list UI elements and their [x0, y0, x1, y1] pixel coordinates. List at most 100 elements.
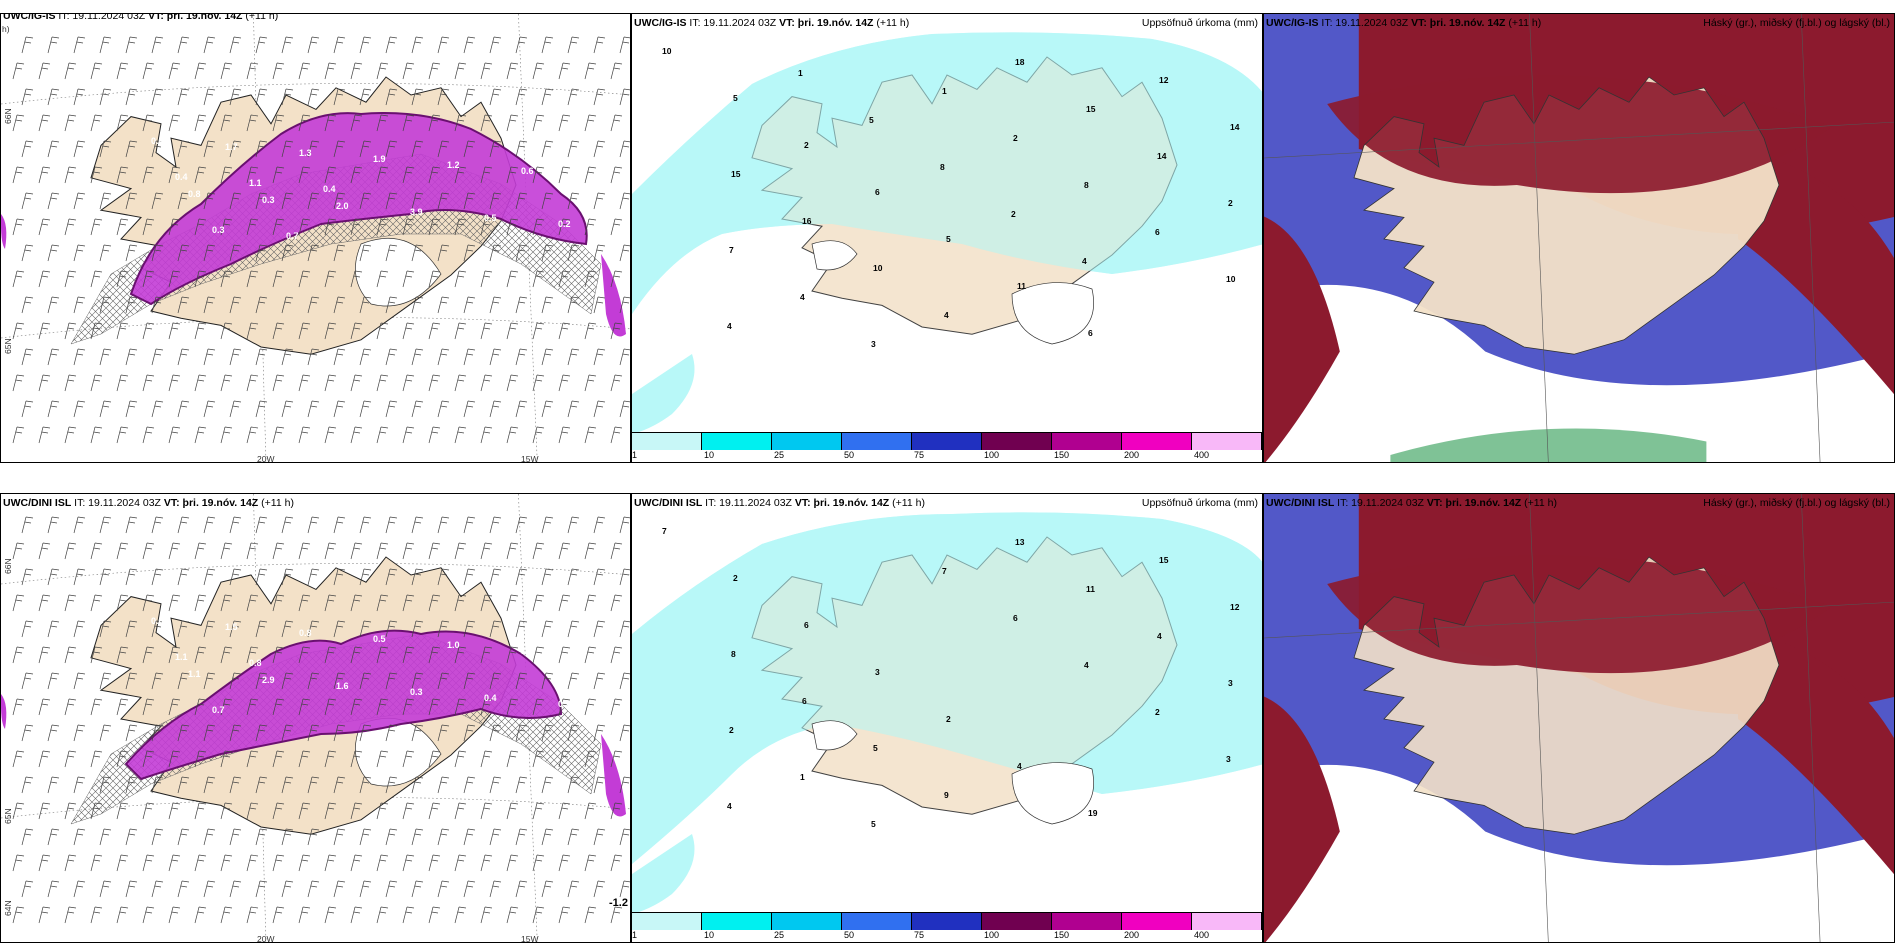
precip-value: 6	[804, 620, 809, 630]
colorbar-cell	[912, 913, 982, 930]
precip-value: 14	[1157, 151, 1167, 161]
wind-map: 0.61.11.52.90.81.60.50.31.00.41.30.21.10…	[1, 494, 630, 942]
colorbar-label: 75	[913, 450, 924, 460]
colorbar-label: 10	[703, 930, 714, 940]
precip-map: 1052651161214151610418151427431286104158…	[632, 32, 1262, 434]
precip-value: 16	[802, 216, 812, 226]
precip-value: 2	[804, 140, 809, 150]
value-label: 0.7	[286, 231, 299, 241]
precip-value: 2	[1013, 133, 1018, 143]
colorbar-label: 75	[913, 930, 924, 940]
panel-header: UWC/IG-IS IT: 19.11.2024 03Z VT: þri. 19…	[1264, 14, 1894, 32]
colorbar-cell	[982, 433, 1052, 450]
value-label: 2.0	[336, 201, 349, 211]
precip-value: 5	[873, 743, 878, 753]
precip-value: 6	[1088, 328, 1093, 338]
valid-time: VT: þri. 19.nóv. 14Z	[779, 17, 874, 29]
value-label: 0.8	[299, 628, 312, 638]
precip-value: 3	[871, 339, 876, 349]
lead-time: (+11 h)	[1524, 497, 1557, 509]
precip-value: 8	[731, 649, 736, 659]
colorbar-cell	[702, 433, 772, 450]
colorbar-label: 200	[1124, 450, 1140, 460]
precip-value: 2	[1011, 209, 1016, 219]
colorbar-cell	[1052, 913, 1122, 930]
precip-value: 4	[727, 801, 732, 811]
value-label: 0.4	[323, 184, 336, 194]
lead-time: (+11 h)	[261, 497, 294, 509]
precip-value: 4	[800, 292, 805, 302]
precip-value: 8	[940, 162, 945, 172]
value-label: 0.7	[212, 705, 225, 715]
precip-value: 2	[733, 573, 738, 583]
panel-header: UWC/DINI ISL IT: 19.11.2024 03Z VT: þri.…	[632, 494, 1262, 512]
precip-value: 5	[733, 93, 738, 103]
lat-label-65n: 65N	[3, 808, 13, 824]
value-label: 0.3	[212, 225, 225, 235]
precip-value: 18	[1015, 57, 1025, 67]
precip-value: 6	[1155, 227, 1160, 237]
colorbar-label: 200	[1124, 930, 1140, 940]
colorbar-label: 150	[1053, 930, 1070, 940]
lon-label-20w: 20W	[257, 454, 275, 463]
value-label: 0.4	[484, 693, 497, 703]
precip-value: 4	[944, 310, 949, 320]
colorbar-cell	[842, 433, 912, 450]
precip-value: 12	[1159, 75, 1169, 85]
value-label: 0.3	[410, 687, 423, 697]
valid-time: VT: þri. 19.nóv. 14Z	[794, 497, 890, 509]
precip-value: 4	[1082, 256, 1087, 266]
model-name: UWC/DINI ISL	[634, 497, 703, 509]
precip-value: 5	[946, 234, 951, 244]
colorbar-label: 50	[843, 930, 854, 940]
value-label: 0.5	[484, 213, 497, 223]
value-label: 2.9	[262, 675, 275, 685]
panel-header: UWC/DINI ISL IT: 19.11.2024 03Z VT: þri.…	[1, 494, 630, 512]
value-label: 0.8	[188, 189, 201, 199]
value-label: 0.6	[151, 616, 164, 626]
valid-time: VT: þri. 19.nóv. 14Z	[148, 13, 243, 22]
precip-value: 2	[1155, 707, 1160, 717]
value-label: 0.2	[558, 219, 571, 229]
precip-value: 15	[1086, 104, 1096, 114]
valid-time: VT: þri. 19.nóv. 14Z	[163, 497, 259, 509]
precip-value: 14	[1230, 122, 1240, 132]
value-label: 0.4	[151, 136, 164, 146]
value-label: 1.3	[521, 646, 534, 656]
precip-value: 13	[1015, 537, 1025, 547]
value-label: 3.9	[410, 207, 423, 217]
precip-value: 11	[1017, 281, 1026, 291]
colorbar-label: 25	[773, 450, 784, 460]
precip-value: 3	[1228, 678, 1233, 688]
precip-value: 7	[662, 526, 667, 536]
value-label: 1.3	[299, 148, 312, 158]
panel-top-left: 0.4 0.8 1.7 0.3 1.3 2.0 1.9 3.9 1.2 0.5 0.6 0.2 0.4 0…	[0, 13, 631, 463]
panel-bottom-middle: 7 2 6 3 2 4 19 15 12 8 6 5 9 13 11 4 3 2 1 5 7 6 4 2 3 4 UWC/DINI…	[631, 493, 1263, 943]
colorbar-label: 150	[1053, 450, 1070, 460]
value-label: 1.6	[336, 681, 349, 691]
panel-header: UWC/IG-IS IT: 19.11.2024 03Z VT: þri. 19…	[1, 13, 630, 25]
field-name: Uppsöfnuð úrkoma (mm)	[1141, 17, 1258, 29]
lat-label-66n: 66N	[3, 108, 13, 124]
cloud-map	[1264, 14, 1894, 462]
value-label: 1.0	[447, 640, 460, 650]
lead-time: (+11 h)	[876, 17, 910, 29]
value-label: 1.1	[188, 669, 201, 679]
precip-value: 2	[729, 725, 734, 735]
colorbar-cell	[842, 913, 912, 930]
cloud-map	[1264, 494, 1894, 942]
colorbar-label: 1	[632, 930, 638, 940]
value-label: 0.8	[249, 658, 262, 668]
lat-label-66n: 66N	[3, 558, 13, 574]
precip-value: 8	[1084, 180, 1089, 190]
precip-value: 15	[1159, 555, 1169, 565]
model-name: UWC/IG-IS	[634, 17, 687, 29]
panel-top-middle: 10 5 2 6 5 11 6 12 14 15 16 10 4 18 15 14 2 7 4 3 1 2 8 6 10 4 1 5 8…	[631, 13, 1263, 463]
lon-label-20w: 20W	[257, 934, 275, 943]
colorbar-cell	[702, 913, 772, 930]
colorbar-label: 10	[703, 450, 714, 460]
precip-value: 6	[1013, 613, 1018, 623]
lat-label-64n: 64N	[3, 900, 13, 916]
panel-header: UWC/DINI ISL IT: 19.11.2024 03Z VT: þri.…	[1264, 494, 1894, 512]
precip-value: 10	[1226, 274, 1236, 284]
